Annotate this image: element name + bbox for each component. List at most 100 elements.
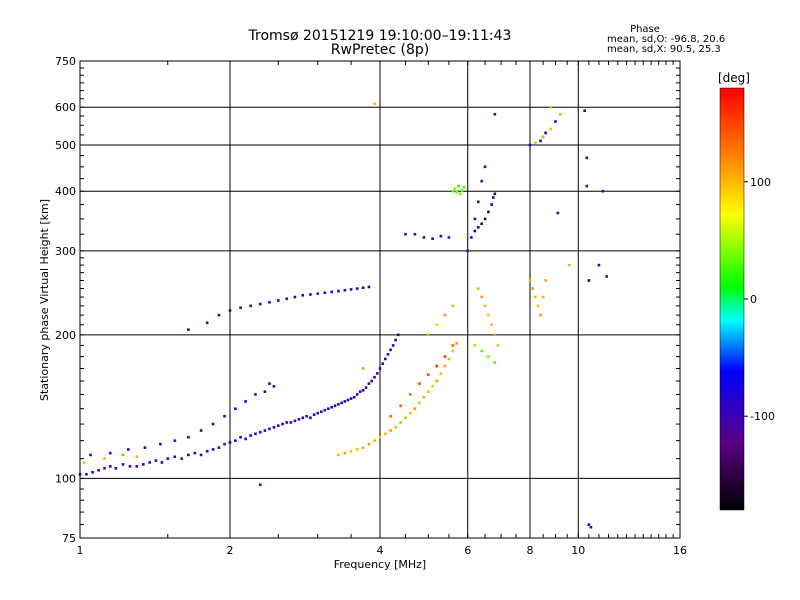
data-point bbox=[443, 355, 447, 358]
data-point bbox=[487, 313, 490, 317]
data-point bbox=[142, 463, 145, 466]
data-point bbox=[263, 390, 267, 393]
data-point bbox=[413, 232, 417, 236]
data-point bbox=[349, 449, 353, 453]
data-point bbox=[541, 135, 545, 139]
data-point bbox=[239, 435, 242, 439]
data-point bbox=[160, 461, 164, 464]
data-point bbox=[355, 287, 359, 290]
data-point bbox=[323, 408, 327, 412]
data-point bbox=[217, 446, 221, 449]
data-point bbox=[187, 435, 190, 439]
data-point bbox=[211, 448, 215, 451]
data-point bbox=[316, 411, 320, 415]
data-point bbox=[199, 453, 203, 457]
data-point bbox=[480, 349, 484, 353]
data-point bbox=[337, 403, 340, 406]
data-point bbox=[426, 333, 430, 337]
data-point bbox=[447, 236, 451, 239]
data-point bbox=[217, 313, 221, 317]
x-tick-label: 6 bbox=[464, 544, 471, 557]
data-point bbox=[361, 286, 365, 290]
data-point bbox=[343, 400, 347, 403]
data-point bbox=[399, 421, 402, 424]
colorbar bbox=[719, 87, 745, 511]
data-point bbox=[258, 483, 262, 487]
data-point bbox=[404, 416, 407, 420]
data-point bbox=[544, 279, 547, 282]
data-point bbox=[180, 457, 184, 460]
x-tick-label: 1 bbox=[77, 544, 84, 557]
data-point bbox=[587, 523, 591, 526]
data-point bbox=[228, 309, 232, 312]
chart-subtitle: RwPretec (8p) bbox=[331, 42, 429, 58]
x-tick-label: 8 bbox=[527, 544, 534, 557]
data-point bbox=[554, 120, 557, 123]
data-point bbox=[487, 210, 490, 214]
data-point bbox=[343, 451, 347, 455]
data-point bbox=[367, 285, 371, 289]
data-point bbox=[323, 291, 327, 295]
data-point bbox=[126, 448, 130, 451]
data-point bbox=[384, 432, 387, 436]
data-point bbox=[370, 379, 374, 383]
data-point bbox=[234, 407, 237, 411]
x-tick-label: 16 bbox=[673, 544, 687, 557]
colorbar-label: [deg] bbox=[718, 71, 750, 85]
data-point bbox=[293, 295, 297, 299]
data-point bbox=[477, 287, 480, 290]
data-point bbox=[426, 373, 430, 376]
data-point bbox=[451, 189, 455, 193]
data-point bbox=[490, 203, 493, 206]
data-point bbox=[378, 367, 382, 370]
data-point bbox=[544, 131, 547, 135]
data-point bbox=[254, 393, 257, 396]
data-point bbox=[361, 446, 365, 449]
data-point bbox=[249, 304, 252, 308]
data-point bbox=[268, 427, 271, 431]
data-point bbox=[361, 389, 365, 392]
data-point bbox=[585, 156, 589, 160]
data-point bbox=[234, 439, 237, 442]
data-point bbox=[135, 455, 139, 459]
data-point bbox=[349, 397, 353, 400]
data-point bbox=[541, 295, 545, 299]
colorbar-tick-label: -100 bbox=[750, 410, 775, 423]
data-point bbox=[173, 439, 177, 442]
data-point bbox=[337, 453, 340, 457]
data-point bbox=[205, 449, 209, 453]
data-point bbox=[159, 442, 162, 446]
data-point bbox=[89, 453, 92, 457]
data-point bbox=[493, 112, 497, 116]
stats-line-o: mean, sd,O: -96.8, 20.6 bbox=[607, 34, 725, 45]
data-point bbox=[549, 105, 552, 109]
data-point bbox=[258, 430, 262, 434]
data-point bbox=[330, 405, 334, 409]
data-point bbox=[309, 293, 312, 296]
data-point bbox=[258, 302, 262, 306]
data-point bbox=[381, 362, 384, 365]
data-point bbox=[355, 393, 359, 396]
data-point bbox=[473, 344, 477, 347]
y-tick-label: 400 bbox=[55, 185, 76, 198]
data-point bbox=[487, 355, 490, 358]
data-point bbox=[276, 299, 280, 302]
data-point bbox=[316, 292, 320, 295]
data-point bbox=[549, 127, 552, 131]
x-tick-label: 2 bbox=[227, 544, 234, 557]
data-point bbox=[528, 143, 532, 147]
data-point bbox=[244, 400, 247, 403]
colorbar-tick-label: 0 bbox=[750, 293, 757, 306]
data-point bbox=[85, 473, 88, 476]
data-point bbox=[389, 414, 392, 418]
data-point bbox=[205, 321, 209, 325]
data-point bbox=[343, 288, 347, 292]
data-point bbox=[320, 410, 323, 413]
data-point bbox=[384, 357, 387, 361]
data-point bbox=[187, 328, 190, 331]
data-point bbox=[408, 411, 412, 415]
data-point bbox=[281, 422, 284, 426]
y-tick-label: 100 bbox=[55, 472, 76, 485]
data-point bbox=[480, 295, 484, 299]
